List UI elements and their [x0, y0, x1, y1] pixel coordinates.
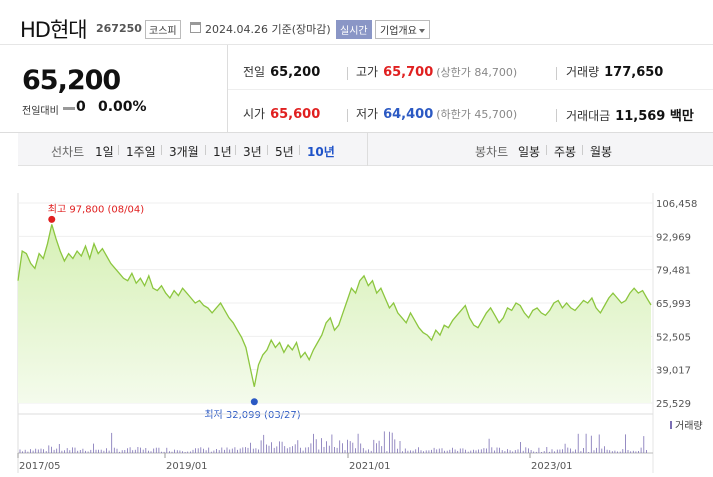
candle-chart-label: 봉차트 [475, 145, 509, 159]
lower-limit: (하한가 45,700) [436, 108, 518, 121]
change-value: 0 [76, 99, 86, 115]
low-stat: 저가 64,400 (하한가 45,700) [356, 105, 517, 122]
prev-close-value: 65,200 [270, 65, 321, 80]
trade-amount-label: 거래대금 [566, 109, 611, 123]
extreme-markers: 최고 97,800 (08/04) 최저 32,099 (03/27) [48, 203, 301, 420]
upper-limit: (상한가 84,700) [436, 66, 518, 79]
trade-amount-value: 11,569 백만 [615, 109, 694, 124]
x-tick-label: 2017/05 [19, 461, 61, 472]
tab-10y[interactable]: 10년 [307, 145, 335, 159]
stat-divider [556, 109, 557, 122]
volume-label: 거래량 [566, 65, 600, 79]
change-percent: 0.00% [98, 99, 147, 115]
x-tick-label: 2023/01 [531, 461, 573, 472]
tab-divider [582, 145, 583, 155]
base-date: 2024.04.26 기준(장마감) [205, 23, 331, 36]
tab-divider [546, 145, 547, 155]
stock-header: HD현대 267250 코스피 2024.04.26 기준(장마감) 실시간 기… [0, 0, 713, 45]
company-overview-label: 기업개요 [380, 26, 417, 37]
y-tick-label: 106,458 [656, 199, 697, 210]
y-axis: 106,458 92,969 79,481 65,993 52,505 39,017 25,… [656, 199, 697, 410]
stat-divider [347, 67, 348, 80]
tab-1y[interactable]: 1년 [213, 145, 232, 159]
x-tick-label: 2019/01 [166, 461, 208, 472]
price-summary: 65,200 전일대비 0 0.00% 전일 65,200 고가 65,700 (상한… [0, 45, 713, 133]
tab-1w[interactable]: 1주일 [126, 145, 156, 159]
price-area [18, 224, 651, 403]
calendar-icon [190, 22, 201, 33]
x-tick-label: 2021/01 [349, 461, 391, 472]
prev-close-label: 전일 [243, 65, 266, 79]
tab-1d[interactable]: 1일 [95, 145, 114, 159]
y-tick-label: 79,481 [656, 266, 691, 277]
tab-3y[interactable]: 3년 [243, 145, 262, 159]
volume-legend-label: 거래량 [675, 420, 703, 432]
high-marker [48, 215, 56, 223]
high-value: 65,700 [383, 65, 434, 80]
tab-divider [299, 145, 300, 155]
stock-code: 267250 [96, 22, 142, 35]
tab-divider [267, 145, 268, 155]
company-overview-button[interactable]: 기업개요 [375, 20, 430, 39]
tab-divider [161, 145, 162, 155]
prev-close-stat: 전일 65,200 [243, 63, 320, 80]
volume-value: 177,650 [604, 65, 664, 80]
low-annotation: 최저 32,099 (03/27) [204, 409, 300, 421]
flat-change-icon [63, 107, 75, 110]
market-badge: 코스피 [145, 20, 181, 39]
high-annotation: 최고 97,800 (08/04) [48, 203, 144, 215]
price-chart[interactable]: 106,458 92,969 79,481 65,993 52,505 39,017 25,… [0, 166, 713, 477]
tab-weekly-candle[interactable]: 주봉 [554, 145, 577, 159]
y-tick-label: 25,529 [656, 399, 691, 410]
y-tick-label: 52,505 [656, 332, 691, 343]
low-value: 64,400 [383, 107, 434, 122]
y-tick-label: 92,969 [656, 232, 691, 243]
tab-divider [118, 145, 119, 155]
tab-3m[interactable]: 3개월 [169, 145, 199, 159]
chart-period-tabs: 선차트 1일 1주일 3개월 1년 3년 5년 10년 봉차트 일봉 주봉 월봉 [18, 133, 713, 166]
current-price-box: 65,200 전일대비 0 0.00% [0, 45, 228, 133]
high-label: 고가 [356, 65, 379, 79]
volume-legend-swatch [670, 421, 672, 429]
price-line [17, 224, 652, 387]
live-badge[interactable]: 실시간 [336, 20, 372, 39]
tabs-divider [367, 133, 368, 166]
volume-chart: 거래량 [18, 413, 703, 454]
tab-divider [235, 145, 236, 155]
high-stat: 고가 65,700 (상한가 84,700) [356, 63, 517, 80]
chevron-down-icon [418, 29, 425, 33]
tab-daily-candle[interactable]: 일봉 [518, 145, 541, 159]
tab-divider [205, 145, 206, 155]
stat-divider [556, 67, 557, 80]
open-stat: 시가 65,600 [243, 105, 320, 122]
stat-divider [347, 109, 348, 122]
summary-row-divider [228, 89, 713, 90]
low-label: 저가 [356, 107, 379, 121]
line-chart-label: 선차트 [51, 145, 85, 159]
y-tick-label: 39,017 [656, 366, 691, 377]
volume-stat: 거래량 177,650 [566, 63, 663, 80]
open-value: 65,600 [270, 107, 321, 122]
open-label: 시가 [243, 107, 266, 121]
tab-5y[interactable]: 5년 [275, 145, 294, 159]
low-marker [250, 398, 258, 406]
y-tick-label: 65,993 [656, 299, 691, 310]
current-price: 65,200 [22, 65, 121, 96]
trade-amount-stat: 거래대금 11,569 백만 [566, 105, 694, 124]
change-label: 전일대비 [22, 106, 59, 117]
tab-monthly-candle[interactable]: 월봉 [590, 145, 613, 159]
x-axis: 2017/05 2019/01 2021/01 2023/01 [17, 453, 573, 472]
company-name: HD현대 [20, 18, 88, 42]
